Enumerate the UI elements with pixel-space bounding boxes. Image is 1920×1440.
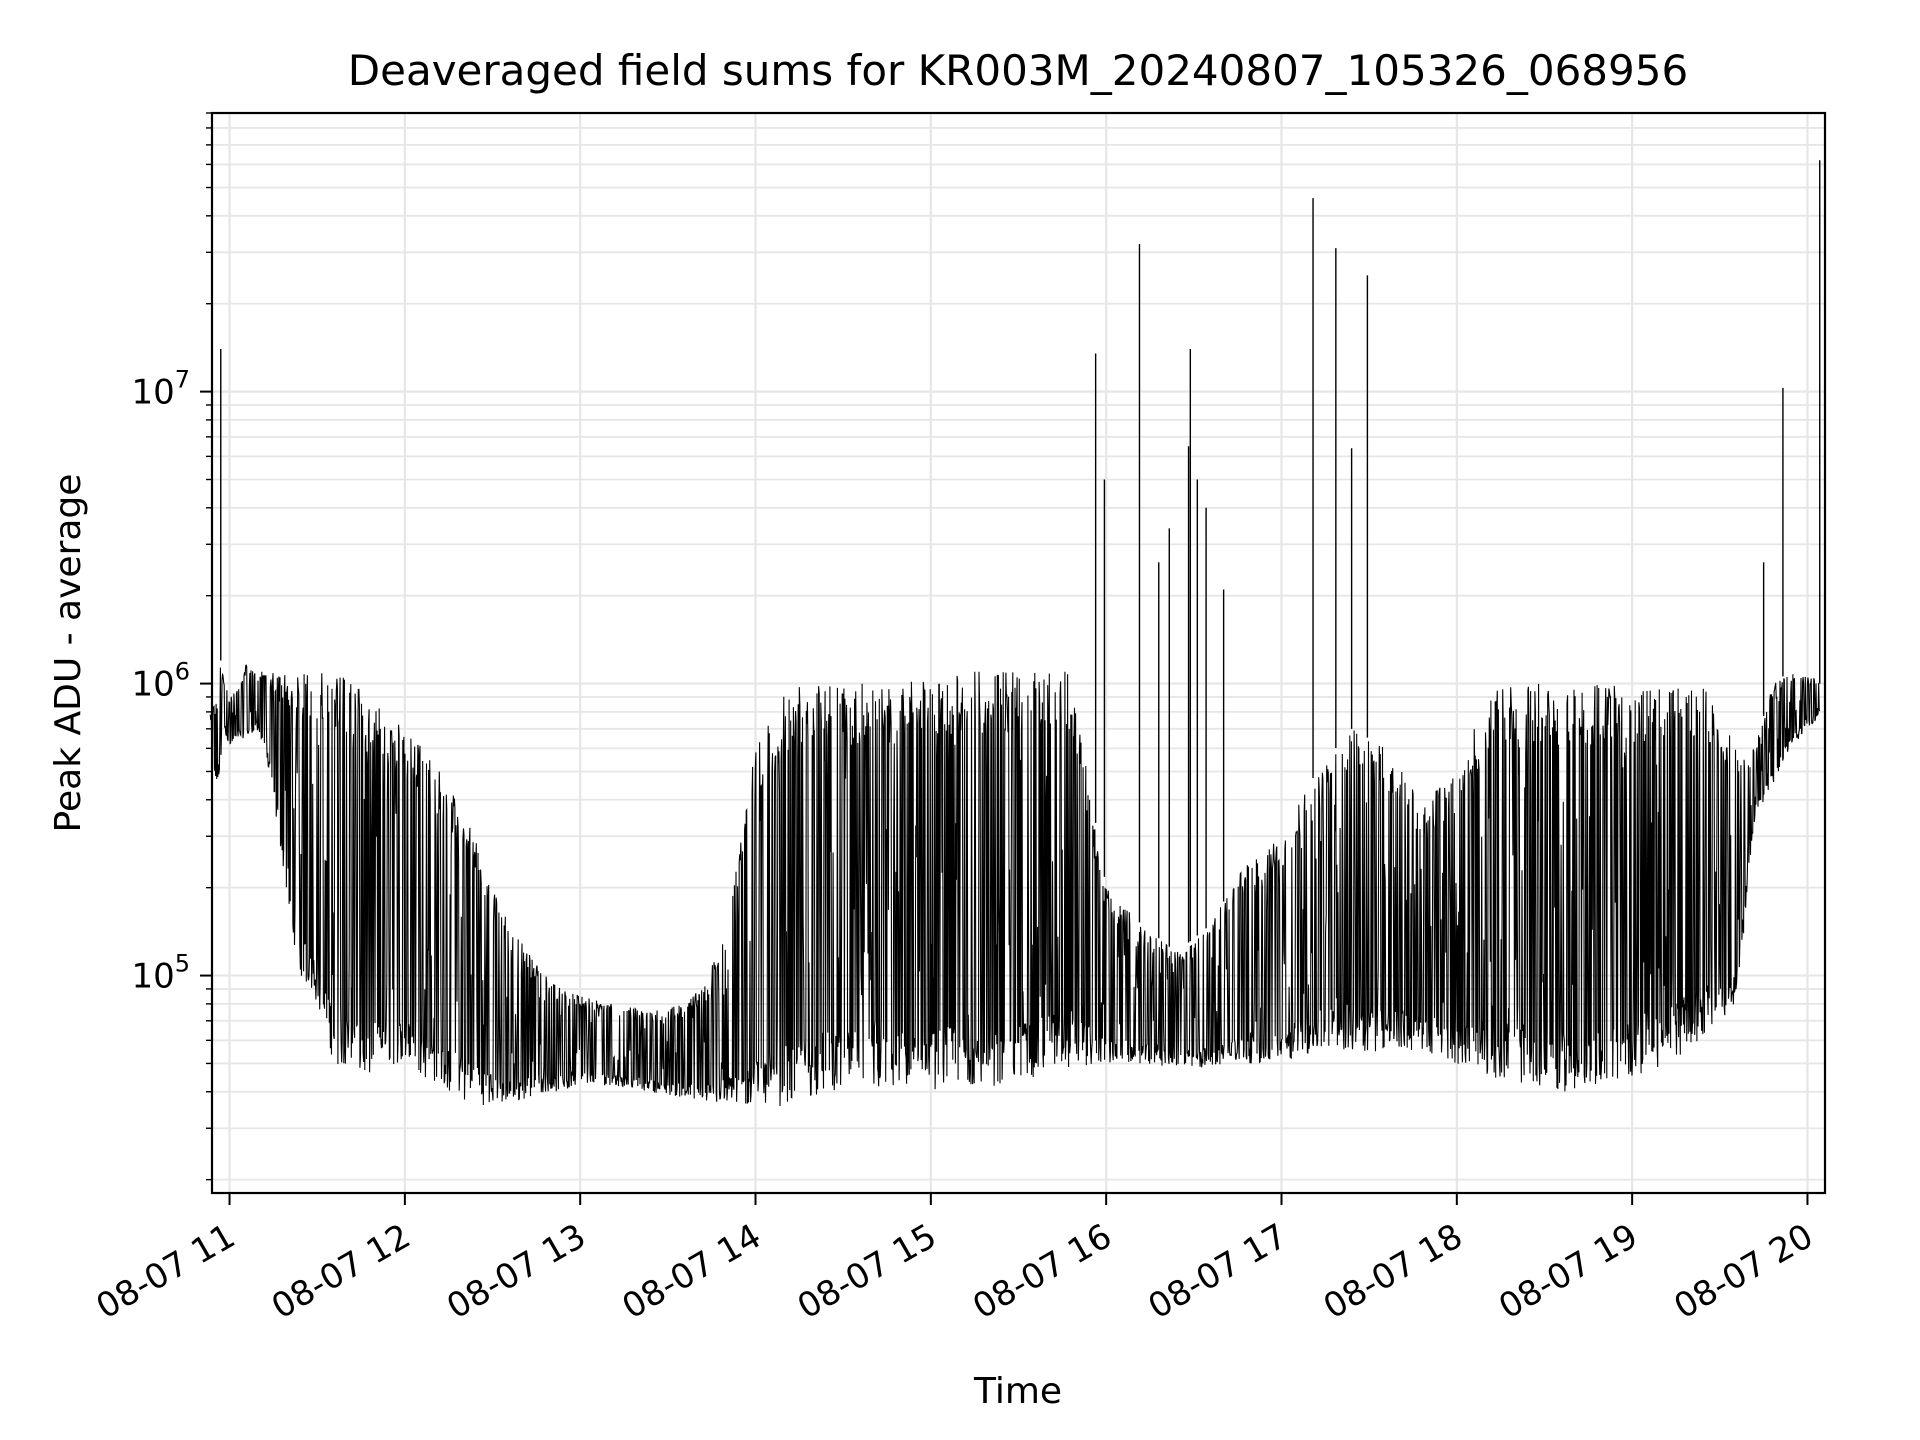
y-tick-label-exponent: 6 <box>175 658 190 686</box>
chart-title: Deaveraged field sums for KR003M_2024080… <box>348 46 1688 95</box>
y-tick-label: 106 <box>131 658 190 705</box>
x-axis-label: Time <box>973 1371 1062 1412</box>
y-tick-label-exponent: 7 <box>175 366 190 394</box>
series-line <box>209 664 1821 1107</box>
plot-frame <box>210 111 1827 1195</box>
y-tick-label-base: 10 <box>131 373 174 413</box>
y-tick-label: 105 <box>131 950 190 997</box>
series-layer <box>209 160 1821 1107</box>
y-tick-label: 107 <box>131 366 190 413</box>
y-tick-label-exponent: 5 <box>175 950 190 978</box>
y-tick-label-base: 10 <box>131 957 174 997</box>
y-axis-label: Peak ADU - average <box>48 474 89 833</box>
y-tick-label-base: 10 <box>131 665 174 705</box>
